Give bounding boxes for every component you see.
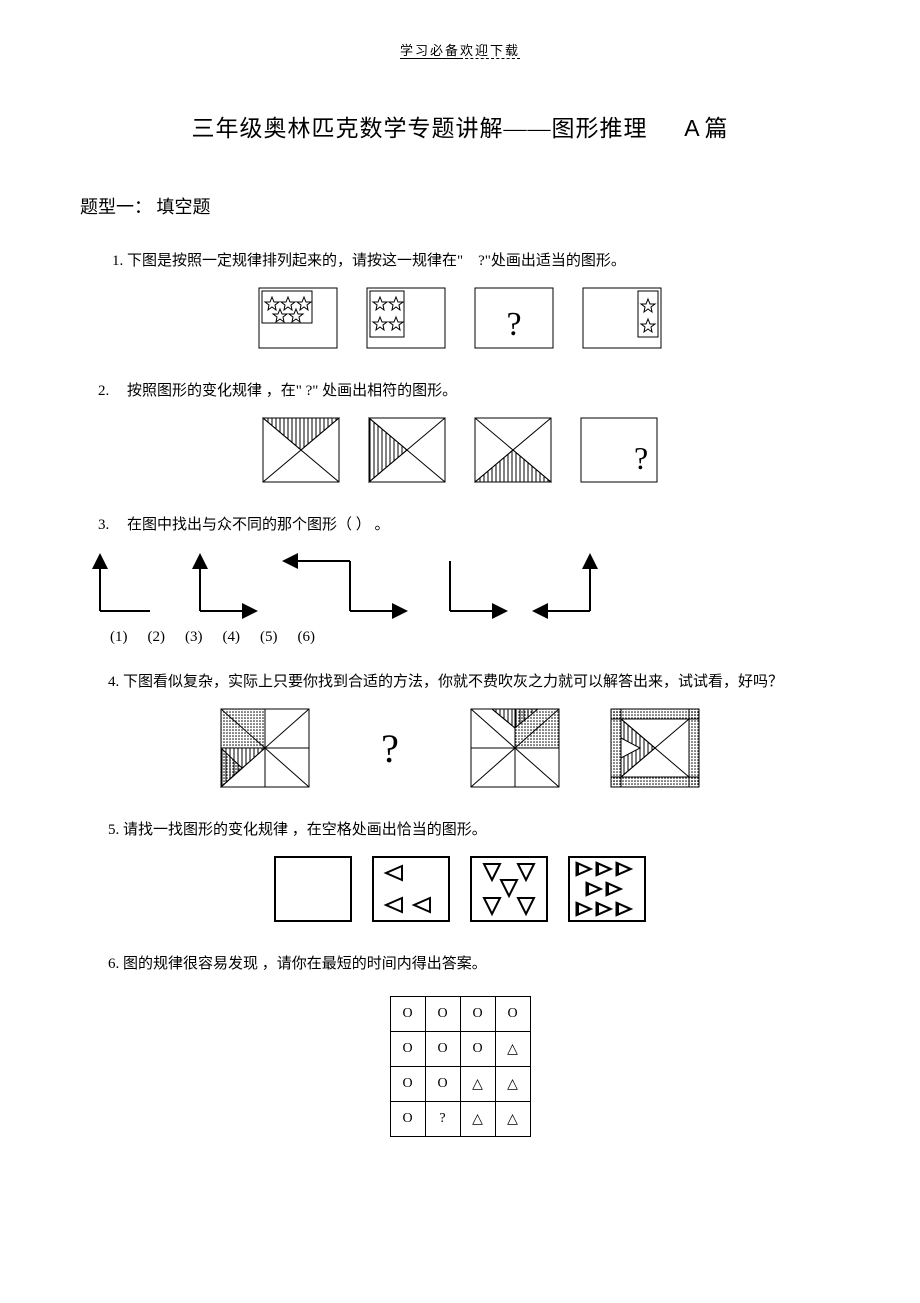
q3-label-2: (2): [148, 629, 166, 646]
q3-line: 3. 在图中找出与众不同的那个图形（ ） 。: [80, 513, 840, 537]
q5-fig-3: [470, 856, 548, 922]
q2-num: 2.: [98, 383, 109, 399]
q1-fig-3: ?: [474, 287, 554, 349]
q3-label-6: (6): [298, 629, 316, 646]
q5-fig-4: [568, 856, 646, 922]
q2-line: 2. 按照图形的变化规律 ，在" ?" 处画出相符的图形。: [80, 379, 840, 403]
q5-fig-1: [274, 856, 352, 922]
q4-text: 4. 下图看似复杂，实际上只要你找到合适的方法，你就不费吹灰之力就可以解答出来，…: [80, 670, 840, 694]
q3-labels: (1) (2) (3) (4) (5) (6): [110, 629, 840, 646]
q6-text: 6. 图的规律很容易发现 ，请你在最短的时间内得出答案。: [80, 952, 840, 976]
q3-label-3: (3): [185, 629, 203, 646]
q3-label-5: (5): [260, 629, 278, 646]
cell: O: [425, 1067, 460, 1102]
q3-text: 在图中找出与众不同的那个图形（ ） 。: [127, 517, 390, 533]
q4-figures: ?: [80, 708, 840, 788]
svg-text:?: ?: [506, 306, 521, 343]
q3-arrows: [80, 551, 600, 621]
q2-text: 按照图形的变化规律 ，在" ?" 处画出相符的图形。: [127, 383, 457, 399]
q4-text-span: 4. 下图看似复杂，实际上只要你找到合适的方法，你就不费吹灰之力就可以解答出来，…: [108, 674, 783, 690]
section-heading: 题型一： 填空题: [80, 193, 840, 219]
cell: △: [460, 1102, 495, 1137]
q1-fig-1: [258, 287, 338, 349]
q3-label-4: (4): [223, 629, 241, 646]
table-row: O O O O: [390, 997, 530, 1032]
cell: △: [460, 1067, 495, 1102]
header-left: 学习必备: [400, 43, 460, 59]
q5-figures: [80, 856, 840, 922]
q2-fig-1: [262, 417, 340, 483]
q4-question-mark: ?: [360, 708, 420, 788]
q4-fig-4: [610, 708, 700, 788]
table-row: O ? △ △: [390, 1102, 530, 1137]
q2-fig-4: ?: [580, 417, 658, 483]
q2-figures: ?: [80, 417, 840, 483]
title-main: 三年级奥林匹克数学专题讲解——图形推理: [191, 116, 647, 141]
cell: △: [495, 1032, 530, 1067]
q6-table: O O O O O O O △ O O △ △ O ? △ △: [390, 996, 531, 1137]
q5-text-span: 5. 请找一找图形的变化规律 ，在空格处画出恰当的图形。: [108, 822, 487, 838]
table-row: O O O △: [390, 1032, 530, 1067]
q5-fig-2: [372, 856, 450, 922]
cell: ?: [425, 1102, 460, 1137]
cell: O: [390, 1067, 425, 1102]
cell: O: [495, 997, 530, 1032]
cell: O: [390, 1102, 425, 1137]
q1-figures: ?: [80, 287, 840, 349]
q3-label-1: (1): [110, 629, 128, 646]
q2-fig-2: [368, 417, 446, 483]
cell: △: [495, 1102, 530, 1137]
cell: O: [425, 1032, 460, 1067]
q4-fig-1: [220, 708, 310, 788]
q3-figure: [80, 551, 840, 621]
q6-figure: O O O O O O O △ O O △ △ O ? △ △: [80, 996, 840, 1137]
q1-fig-2: [366, 287, 446, 349]
cell: △: [495, 1067, 530, 1102]
cell: O: [390, 1032, 425, 1067]
page-header: 学习必备欢迎下载: [80, 40, 840, 59]
q5-text: 5. 请找一找图形的变化规律 ，在空格处画出恰当的图形。: [80, 818, 840, 842]
q4-fig-3: [470, 708, 560, 788]
q3-num: 3.: [98, 517, 109, 533]
page-title: 三年级奥林匹克数学专题讲解——图形推理 A篇: [80, 109, 840, 143]
q6-text-span: 6. 图的规律很容易发现 ，请你在最短的时间内得出答案。: [108, 956, 487, 972]
page: 学习必备欢迎下载 三年级奥林匹克数学专题讲解——图形推理 A篇 题型一： 填空题…: [0, 0, 920, 1197]
title-vol-suffix: 篇: [705, 116, 729, 141]
cell: O: [460, 997, 495, 1032]
header-right: 欢迎下载: [460, 43, 520, 59]
svg-text:?: ?: [634, 440, 648, 476]
cell: O: [460, 1032, 495, 1067]
cell: O: [390, 997, 425, 1032]
q1-fig-4: [582, 287, 662, 349]
cell: O: [425, 997, 460, 1032]
title-vol: A: [684, 115, 700, 141]
q1-text: 1. 下图是按照一定规律排列起来的，请按这一规律在" ?"处画出适当的图形。: [112, 249, 840, 273]
table-row: O O △ △: [390, 1067, 530, 1102]
q2-fig-3: [474, 417, 552, 483]
